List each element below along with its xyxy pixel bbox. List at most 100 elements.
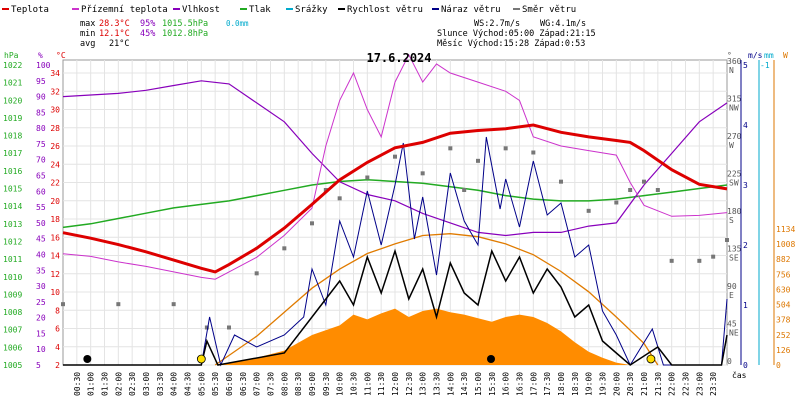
hpa-tick-label: 1014 <box>3 202 22 211</box>
wind-direction-point <box>116 302 121 307</box>
legend-label-wind-speed: Rychlost větru <box>347 5 423 15</box>
stat-avg-temp: 21°C <box>109 39 129 49</box>
time-tick-label: 07:30 <box>267 372 276 396</box>
wind-direction-point <box>669 258 674 263</box>
legend-item-wind-speed: Rychlost větru <box>338 5 423 15</box>
time-tick-label: 08:30 <box>294 372 303 396</box>
legend-item-wind-gust: Náraz větru <box>432 5 501 15</box>
c-tick-label: 34 <box>50 69 60 78</box>
c-tick-label: 28 <box>50 124 60 133</box>
legend-item-wind-direction: Směr větru <box>513 5 576 15</box>
solar-clear-sky-line <box>214 233 659 366</box>
time-tick-label: 20:30 <box>626 372 635 396</box>
axis-title-mm: mm <box>764 51 774 60</box>
deg-dir-label: N <box>729 66 734 75</box>
hpa-tick-label: 1010 <box>3 273 22 282</box>
wind-direction-point <box>310 221 314 226</box>
time-tick-label: 09:00 <box>308 372 317 396</box>
time-tick-label: 17:30 <box>543 372 552 396</box>
legend-item-humidity: Vlhkost <box>173 5 220 15</box>
stat-moon: Měsíc Východ:15:28 Západ:0:53 <box>437 39 585 49</box>
wind-direction-point <box>227 325 231 330</box>
pct-tick-label: 60 <box>36 187 46 196</box>
temperature-line <box>62 123 728 274</box>
stats-block: max 28.3°C 95% 1015.5hPa 0.0mm min 12.1°… <box>80 19 596 49</box>
time-tick-label: 15:00 <box>474 372 483 396</box>
c-tick-label: 20 <box>50 197 60 206</box>
w-tick-label: 1134 <box>776 225 795 234</box>
time-tick-label: 01:00 <box>87 372 96 396</box>
pct-tick-label: 65 <box>36 172 46 181</box>
c-tick-label: 14 <box>50 252 60 261</box>
wind-gust-line <box>63 136 728 367</box>
time-tick-label: 04:30 <box>184 372 193 396</box>
wind-direction-point <box>711 254 716 259</box>
wind-direction-point <box>204 325 209 330</box>
c-tick-label: 6 <box>55 325 60 334</box>
ms-tick-label: 5 <box>743 61 748 70</box>
w-tick-label: 126 <box>776 346 791 355</box>
ms-tick-label: 2 <box>743 241 748 250</box>
axis-title-hpa: hPa <box>4 51 19 60</box>
time-tick-label: 19:00 <box>585 372 594 396</box>
c-tick-label: 10 <box>50 288 60 297</box>
wind-direction-point <box>628 188 633 192</box>
deg-tick-label: 45 <box>727 320 737 329</box>
time-tick-label: 13:30 <box>433 372 442 396</box>
deg-tick-label: 225 <box>727 170 742 179</box>
moonset-marker <box>83 355 92 363</box>
time-tick-label: 14:00 <box>446 372 455 396</box>
axis-title-c: °C <box>56 51 66 60</box>
w-tick-label: 630 <box>776 285 791 294</box>
c-tick-label: 8 <box>55 306 60 315</box>
pct-tick-label: 70 <box>36 156 46 165</box>
pct-tick-label: 25 <box>36 298 46 307</box>
stat-max-rain: 0.0mm <box>226 19 249 28</box>
c-tick-label: 24 <box>50 160 60 169</box>
wind-direction-point <box>448 146 453 151</box>
deg-dir-label: NE <box>729 329 739 338</box>
stat-avg-label: avg <box>80 39 95 49</box>
c-tick-label: 18 <box>50 215 60 224</box>
pct-tick-label: 20 <box>36 314 46 323</box>
w-tick-label: 252 <box>776 331 791 340</box>
pct-tick-label: 35 <box>36 266 46 275</box>
wind-direction-point <box>393 154 397 159</box>
time-tick-label: 02:30 <box>128 372 137 396</box>
time-tick-label: 15:30 <box>488 372 497 396</box>
time-tick-label: 04:00 <box>170 372 179 396</box>
wind-direction-point <box>171 302 176 307</box>
time-tick-label: 10:00 <box>336 372 345 396</box>
stat-wind-gust: WG:4.1m/s <box>540 19 586 29</box>
time-tick-label: 23:30 <box>709 372 718 396</box>
pressure-line <box>62 178 728 229</box>
time-tick-label: 14:30 <box>460 372 469 396</box>
axis-title-deg: ° <box>727 51 732 60</box>
pct-tick-label: 5 <box>36 361 41 370</box>
deg-dir-label: W <box>729 141 734 150</box>
wind-direction-point <box>61 302 65 307</box>
pct-tick-label: 100 <box>36 61 51 70</box>
axis-title-ms: m/s <box>748 51 763 60</box>
time-tick-label: 01:30 <box>101 372 110 396</box>
w-tick-label: 0 <box>776 361 781 370</box>
stat-max-pressure: 1015.5hPa <box>162 19 208 29</box>
time-tick-label: 05:00 <box>197 372 206 396</box>
c-tick-label: 12 <box>50 270 60 279</box>
moonrise-marker <box>487 355 496 363</box>
axis-title-pct: % <box>38 51 43 60</box>
hpa-tick-label: 1006 <box>3 343 22 352</box>
stat-min-label: min <box>80 29 95 39</box>
time-tick-label: 05:30 <box>211 372 220 396</box>
time-tick-label: 10:30 <box>350 372 359 396</box>
pct-tick-label: 10 <box>36 345 46 354</box>
legend-label-humidity: Vlhkost <box>182 5 220 15</box>
pct-tick-label: 50 <box>36 219 46 228</box>
time-tick-label: 21:00 <box>640 372 649 396</box>
time-tick-label: 13:00 <box>419 372 428 396</box>
time-tick-label: 06:30 <box>239 372 248 396</box>
wind-direction-point <box>655 188 660 192</box>
legend-item-temperature: Teplota <box>2 5 49 15</box>
legend-label-pressure: Tlak <box>249 5 271 15</box>
